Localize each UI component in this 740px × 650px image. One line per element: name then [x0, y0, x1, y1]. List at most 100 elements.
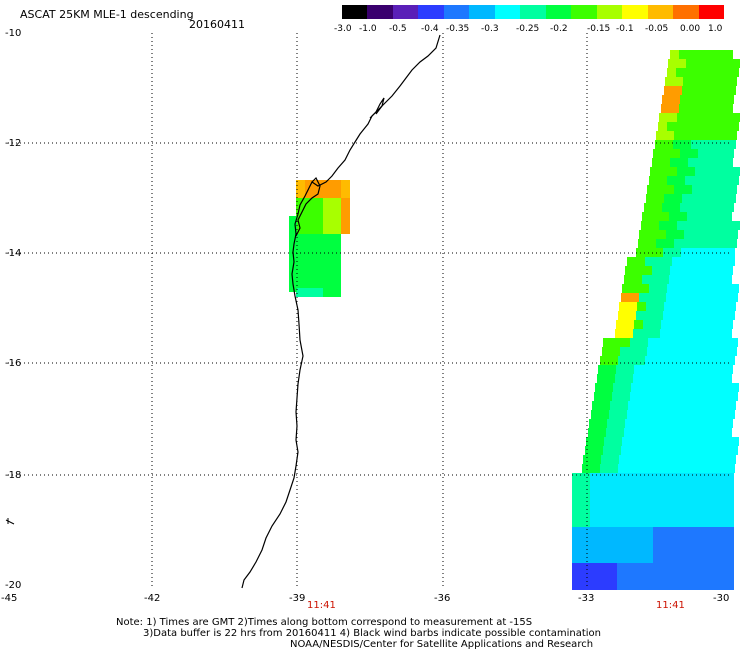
color-swatch: [418, 5, 444, 19]
swath-cell: [665, 185, 674, 194]
swath-cell: [341, 198, 350, 207]
swath-cell: [590, 554, 599, 563]
swath-cell: [581, 527, 590, 536]
swath-cell: [710, 131, 719, 140]
swath-cell: [707, 491, 716, 500]
swath-cell: [654, 464, 663, 473]
swath-cell: [646, 194, 655, 203]
swath-cell: [617, 545, 626, 554]
swath-cell: [581, 545, 590, 554]
swath-cell: [727, 455, 736, 464]
swath-cell: [679, 320, 688, 329]
swath-cell: [728, 77, 737, 86]
swath-cell: [707, 95, 716, 104]
swath-cell: [691, 401, 700, 410]
swath-cell: [713, 59, 722, 68]
swath-cell: [314, 243, 323, 252]
swath-cell: [633, 428, 642, 437]
swath-cell: [635, 473, 644, 482]
swath-cell: [689, 554, 698, 563]
swath-cell: [703, 176, 712, 185]
swath-cell: [594, 392, 603, 401]
swath-cell: [686, 221, 695, 230]
swath-cell: [685, 383, 694, 392]
swath-cell: [702, 338, 711, 347]
swath-cell: [644, 518, 653, 527]
swath-cell: [660, 275, 669, 284]
swath-cell: [617, 518, 626, 527]
swath-cell: [682, 140, 691, 149]
swath-cell: [655, 140, 664, 149]
swath-cell: [602, 347, 611, 356]
swath-cell: [691, 140, 700, 149]
swath-cell: [670, 320, 679, 329]
swath-cell: [706, 158, 715, 167]
swath-data: [289, 50, 740, 590]
swath-cell: [618, 356, 627, 365]
swath-cell: [730, 68, 739, 77]
swath-cell: [731, 59, 740, 68]
swath-cell: [670, 365, 679, 374]
x-tick-label: -33: [578, 593, 595, 604]
swath-cell: [633, 329, 642, 338]
swath-cell: [676, 284, 685, 293]
swath-cell: [701, 131, 710, 140]
swath-cell: [341, 225, 350, 234]
swath-cell: [648, 392, 657, 401]
swath-cell: [703, 122, 712, 131]
swath-cell: [677, 167, 686, 176]
swath-cell: [680, 581, 689, 590]
swath-cell: [677, 221, 686, 230]
swath-cell: [323, 180, 332, 189]
swath-cell: [686, 59, 695, 68]
swath-cell: [640, 284, 649, 293]
swath-cell: [718, 401, 727, 410]
swath-cell: [719, 347, 728, 356]
swath-cell: [332, 243, 341, 252]
swath-cell: [685, 284, 694, 293]
swath-cell: [657, 392, 666, 401]
swath-cell: [716, 473, 725, 482]
swath-cell: [656, 347, 665, 356]
swath-cell: [599, 527, 608, 536]
swath-cell: [650, 167, 659, 176]
swath-cell: [671, 491, 680, 500]
swath-cell: [615, 374, 624, 383]
swath-cell: [653, 563, 662, 572]
swath-cell: [638, 347, 647, 356]
swath-cell: [731, 167, 740, 176]
swath-cell: [653, 203, 662, 212]
swath-cell: [599, 473, 608, 482]
swath-cell: [707, 554, 716, 563]
swath-cell: [688, 320, 697, 329]
header-title: ASCAT 25KM MLE-1 descending: [20, 8, 194, 21]
swath-cell: [656, 239, 665, 248]
swath-cell: [715, 50, 724, 59]
swath-cell: [635, 536, 644, 545]
swath-cell: [702, 293, 711, 302]
lat-lon-grid: [8, 33, 732, 588]
swath-cell: [626, 554, 635, 563]
swath-cell: [606, 428, 615, 437]
swath-cell: [693, 230, 702, 239]
swath-cell: [662, 95, 671, 104]
swath-cell: [682, 86, 691, 95]
swath-cell: [665, 347, 674, 356]
swath-cell: [585, 446, 594, 455]
swath-cell: [689, 509, 698, 518]
swath-cell: [653, 473, 662, 482]
swath-cell: [601, 455, 610, 464]
swath-cell: [626, 527, 635, 536]
swath-cell: [698, 518, 707, 527]
color-swatch: [596, 5, 623, 19]
swath-cell: [701, 77, 710, 86]
swath-cell: [680, 554, 689, 563]
swath-cell: [659, 113, 668, 122]
swath-cell: [685, 122, 694, 131]
swath-cell: [588, 428, 597, 437]
swath-cell: [724, 50, 733, 59]
swath-cell: [690, 311, 699, 320]
swath-cell: [619, 302, 628, 311]
swath-cell: [687, 329, 696, 338]
swath-cell: [581, 491, 590, 500]
